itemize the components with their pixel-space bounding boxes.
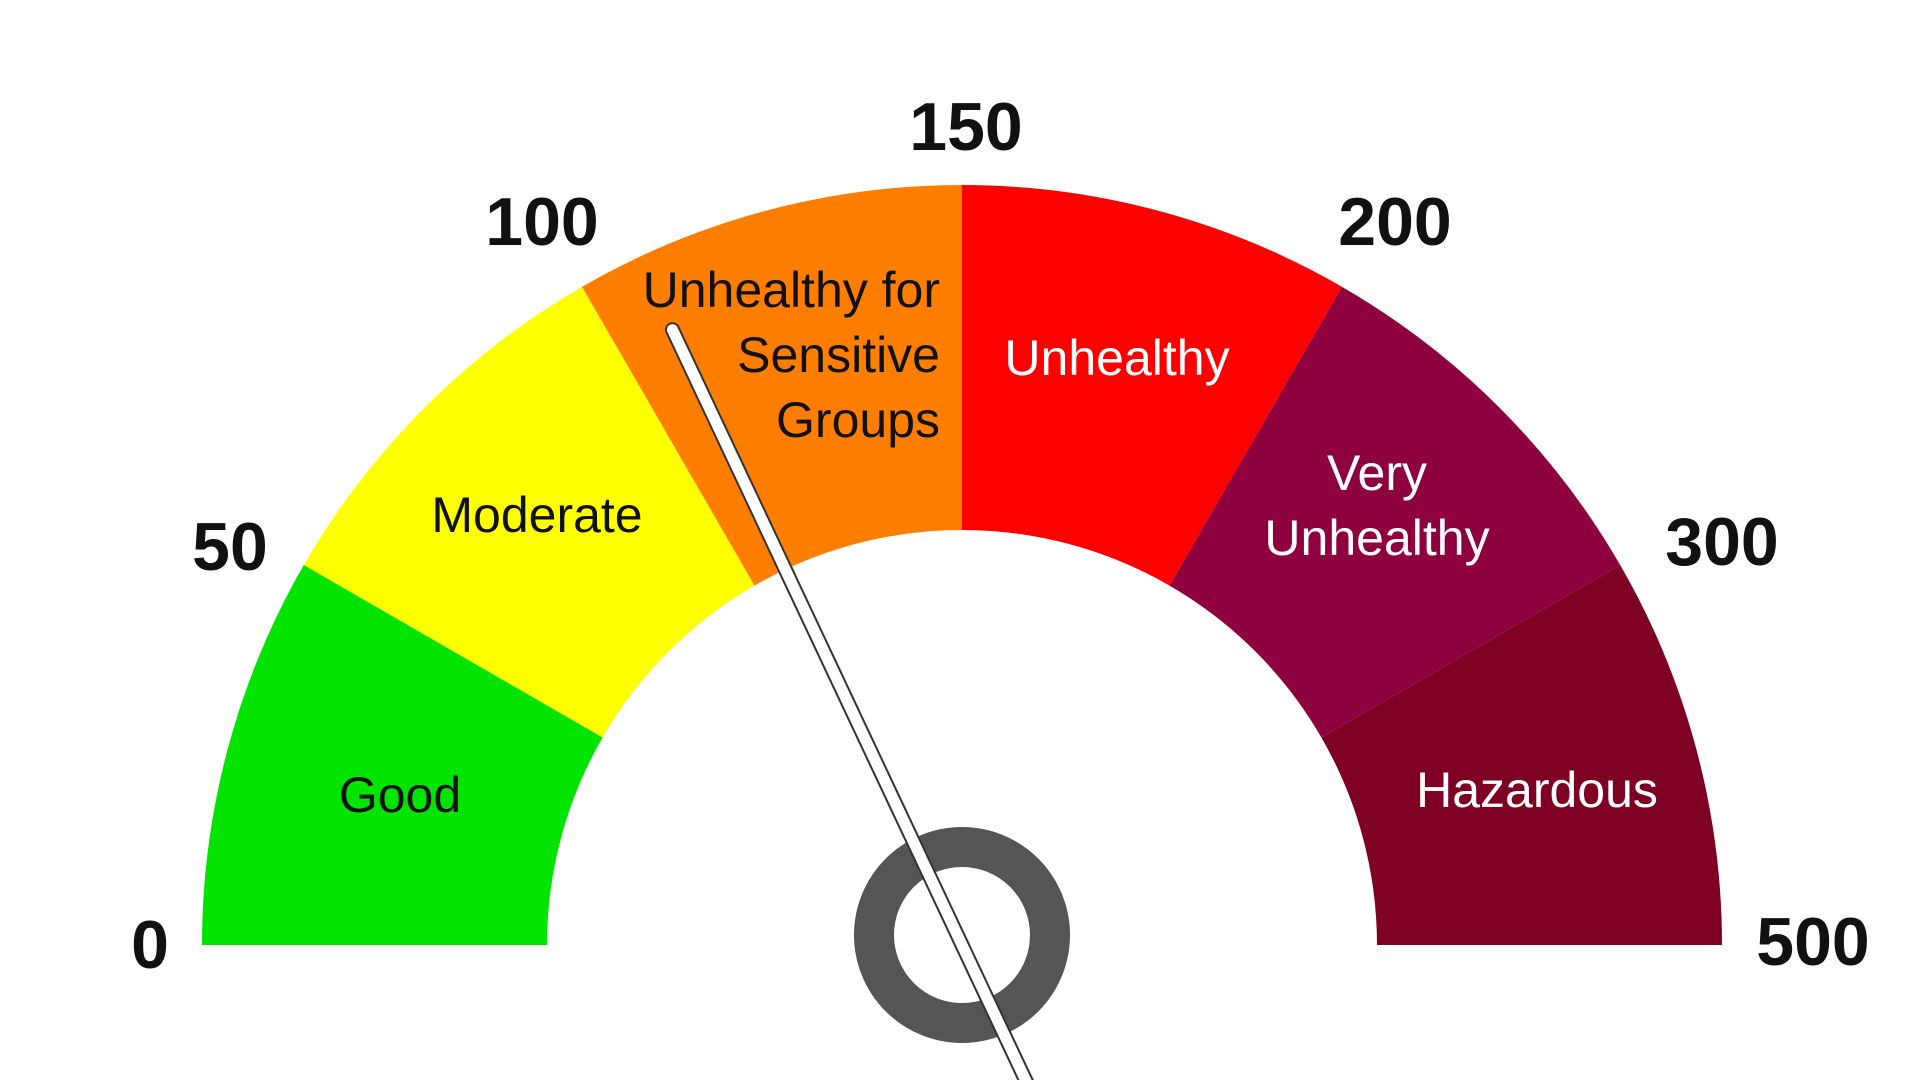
segment-label-3: Unhealthy bbox=[1004, 330, 1229, 386]
segment-label-2: Unhealthy for Sensitive Groups bbox=[643, 262, 940, 448]
scale-tick-150: 150 bbox=[909, 89, 1022, 165]
gauge-needle bbox=[666, 324, 1032, 1080]
gauge-segments bbox=[202, 185, 1722, 945]
gauge-segment-2 bbox=[582, 185, 962, 586]
segment-label-line: Unhealthy bbox=[1264, 510, 1489, 566]
segment-label-line: Unhealthy for bbox=[643, 262, 940, 318]
gauge-segment-5 bbox=[1321, 565, 1722, 945]
scale-tick-0: 0 bbox=[131, 907, 169, 983]
segment-label-line: Hazardous bbox=[1416, 762, 1658, 818]
gauge-segment-1 bbox=[303, 286, 755, 738]
segment-label-line: Good bbox=[339, 767, 461, 823]
segment-label-line: Sensitive bbox=[737, 327, 940, 383]
segment-label-line: Unhealthy bbox=[1004, 330, 1229, 386]
gauge-segment-4 bbox=[1169, 286, 1621, 738]
segment-label-4: Very Unhealthy bbox=[1264, 445, 1489, 566]
needle-hub bbox=[854, 827, 1070, 1043]
segment-label-1: Moderate bbox=[431, 487, 642, 543]
segment-label-5: Hazardous bbox=[1416, 762, 1658, 818]
scale-tick-500: 500 bbox=[1756, 904, 1869, 980]
scale-tick-200: 200 bbox=[1338, 184, 1451, 260]
segment-label-0: Good bbox=[339, 767, 461, 823]
gauge-segment-3 bbox=[962, 185, 1342, 586]
segment-label-line: Moderate bbox=[431, 487, 642, 543]
scale-tick-50: 50 bbox=[192, 509, 268, 585]
gauge-needle-group bbox=[664, 322, 1070, 1080]
segment-label-line: Very bbox=[1327, 445, 1427, 501]
gauge-scale-ticks: 0 50 100 150 200 300 500 bbox=[131, 89, 1870, 983]
scale-tick-100: 100 bbox=[485, 184, 598, 260]
scale-tick-300: 300 bbox=[1665, 504, 1778, 580]
gauge-segment-labels: Good Moderate Unhealthy for Sensitive Groups… bbox=[339, 262, 1658, 823]
gauge-segment-0 bbox=[202, 565, 603, 945]
segment-label-line: Groups bbox=[776, 392, 940, 448]
